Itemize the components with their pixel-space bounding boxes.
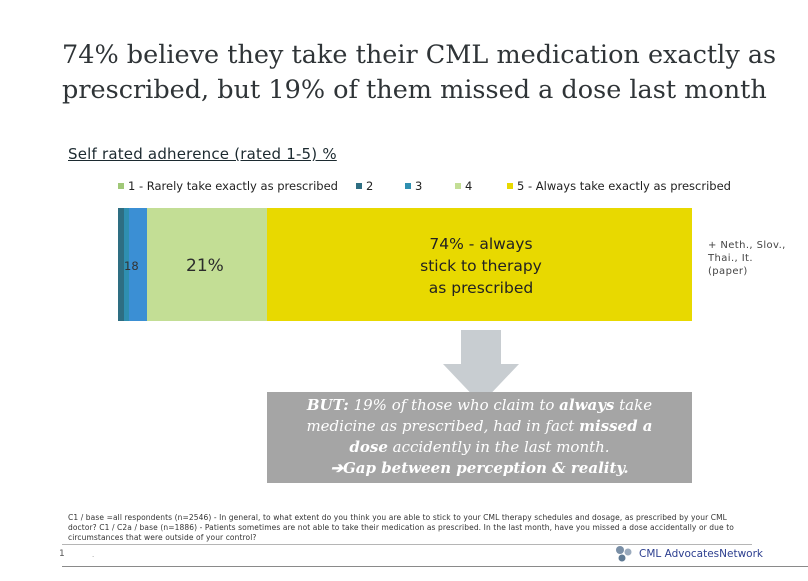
legend-label-5: 5 - Always take exactly as prescribed	[517, 179, 731, 193]
footer-dot: .	[92, 551, 95, 559]
legend-item-4: 4	[455, 179, 472, 193]
chart-title: Self rated adherence (rated 1-5) %	[68, 145, 337, 163]
legend-swatch-4	[455, 183, 461, 189]
legend-swatch-1	[118, 183, 124, 189]
callout-line-3: dose accidently in the last month.	[267, 437, 692, 458]
legend-label-1: 1 - Rarely take exactly as prescribed	[128, 179, 338, 193]
legend-label-4: 4	[465, 179, 473, 193]
cml-advocates-logo: CML AdvocatesNetwork	[614, 544, 763, 564]
bar-segment-5	[267, 208, 692, 321]
callout-box: BUT: 19% of those who claim to always ta…	[267, 392, 692, 483]
bar-segment-4	[146, 208, 268, 321]
callout-line-1: BUT: 19% of those who claim to always ta…	[267, 395, 692, 416]
footer-bottom-divider	[62, 566, 808, 567]
page-title: 74% believe they take their CML medicati…	[62, 40, 777, 105]
legend-swatch-5	[507, 183, 513, 189]
page-number: 1	[59, 549, 65, 559]
footer-divider	[62, 544, 752, 545]
callout-line-3-rest: accidently in the last month.	[387, 438, 610, 456]
callout-line-1-bold2: always	[559, 396, 615, 414]
data-label-5: 74% - always stick to therapy as prescri…	[398, 233, 564, 299]
callout-line-4: ➔Gap between perception & reality.	[267, 458, 692, 479]
legend-item-3: 3	[405, 179, 422, 193]
callout-line-2: medicine as prescribed, had in fact miss…	[267, 416, 692, 437]
down-arrow-shape	[443, 330, 519, 404]
big-label-line-2: stick to therapy	[420, 257, 542, 275]
legend-item-2: 2	[356, 179, 373, 193]
callout-line-1-rest: 19% of those who claim to	[348, 396, 560, 414]
legend-label-2: 2	[366, 179, 374, 193]
arrow-right-icon: ➔	[330, 459, 343, 477]
legend-swatch-2	[356, 183, 362, 189]
data-label-4: 21%	[186, 256, 224, 276]
side-note: + Neth., Slov., Thai., It. (paper)	[708, 239, 786, 278]
callout-line-2-a: medicine as prescribed, had in fact	[306, 417, 580, 435]
legend-label-3: 3	[415, 179, 423, 193]
network-logo-icon	[616, 546, 632, 562]
big-label-line-3: as prescribed	[428, 279, 534, 297]
callout-line-4-bold: Gap between perception & reality.	[342, 459, 629, 477]
bar-segment-1	[118, 208, 124, 321]
side-note-line-1: + Neth., Slov.,	[708, 240, 786, 251]
callout-line-1-bold: BUT:	[306, 396, 349, 414]
callout-line-1-end: take	[614, 396, 653, 414]
callout-line-2-bold: missed a	[579, 417, 653, 435]
legend-swatch-3	[405, 183, 411, 189]
legend-item-1: 1 - Rarely take exactly as prescribed	[118, 179, 338, 193]
logo-text: CML AdvocatesNetwork	[639, 548, 763, 560]
down-arrow-icon	[443, 330, 519, 404]
legend-item-5: 5 - Always take exactly as prescribed	[507, 179, 731, 193]
side-note-line-2: Thai., It.	[708, 253, 753, 264]
bar-segment-3	[129, 208, 147, 321]
side-note-line-3: (paper)	[708, 266, 748, 277]
big-label-line-1: 74% - always	[429, 235, 533, 253]
data-label-left-stub: 18	[124, 259, 139, 273]
bar-segment-2	[123, 208, 130, 321]
callout-line-3-bold: dose	[349, 438, 388, 456]
footnote: C1 / base =all respondents (n=2546) - In…	[68, 513, 734, 542]
